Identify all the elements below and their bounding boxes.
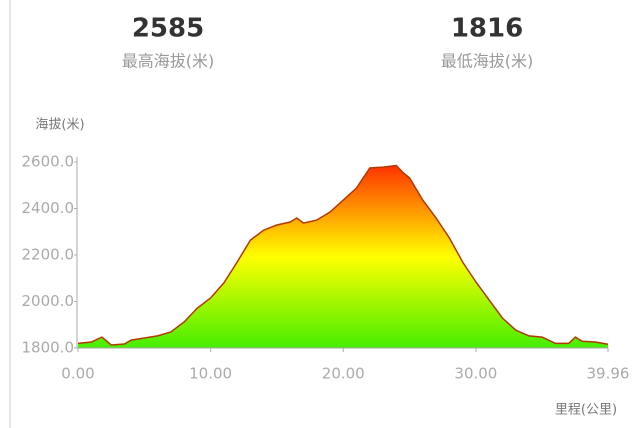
- y-tick-label: 1800.0: [22, 339, 75, 357]
- y-axis-title: 海拔(米): [35, 118, 84, 133]
- x-tick-label: 10.00: [189, 365, 232, 383]
- elevation-line: [77, 164, 609, 346]
- stat-value: 2585: [132, 14, 204, 44]
- stat-label: 最低海拔(米): [441, 52, 534, 71]
- x-axis-title: 里程(公里): [555, 403, 617, 418]
- x-tick-label: 39.96: [587, 365, 630, 383]
- y-tick-label: 2200.0: [22, 246, 75, 264]
- stat-value: 1816: [451, 14, 523, 44]
- x-tick-label: 20.00: [322, 365, 365, 383]
- stat-label: 最高海拔(米): [122, 52, 215, 71]
- y-tick-label: 2000.0: [22, 292, 75, 310]
- x-tick-label: 0.00: [61, 365, 94, 383]
- elevation-area: [78, 165, 608, 348]
- y-tick-label: 2600.0: [22, 153, 75, 171]
- x-tick-label: 30.00: [454, 365, 497, 383]
- y-tick-label: 2400.0: [22, 199, 75, 217]
